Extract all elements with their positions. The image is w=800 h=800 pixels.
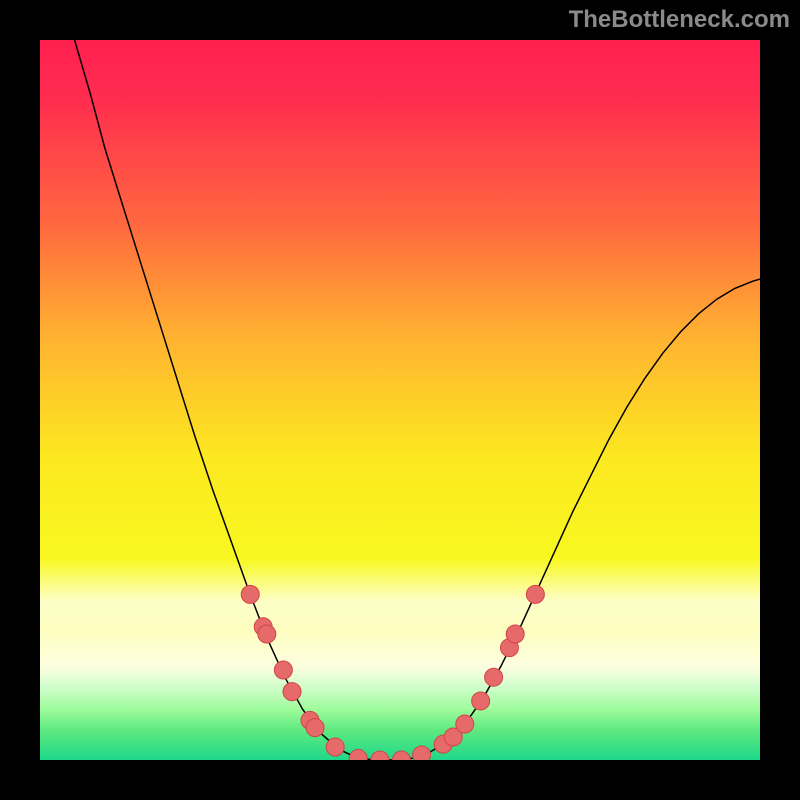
- data-marker: [392, 751, 410, 760]
- data-marker: [472, 692, 490, 710]
- chart-plot-area: [40, 40, 760, 760]
- chart-curve-layer: [40, 40, 760, 760]
- data-marker: [456, 715, 474, 733]
- data-marker: [326, 738, 344, 756]
- data-marker: [283, 683, 301, 701]
- data-marker: [413, 746, 431, 760]
- data-marker: [506, 625, 524, 643]
- data-marker: [371, 751, 389, 760]
- data-marker: [274, 661, 292, 679]
- marker-group: [241, 585, 544, 760]
- watermark-text: TheBottleneck.com: [569, 6, 790, 34]
- data-marker: [485, 668, 503, 686]
- data-marker: [526, 585, 544, 603]
- data-marker: [306, 719, 324, 737]
- data-marker: [241, 585, 259, 603]
- data-marker: [258, 625, 276, 643]
- data-marker: [349, 750, 367, 760]
- bottleneck-curve: [75, 40, 760, 760]
